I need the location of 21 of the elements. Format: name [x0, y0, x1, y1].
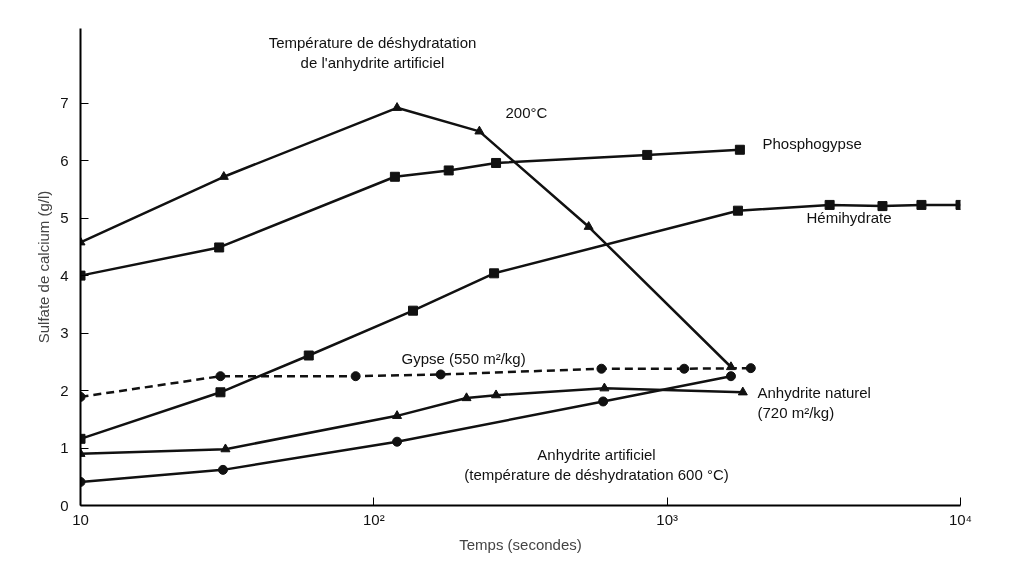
series-label: Anhydrite artificiel (température de déshydratation 600 °C) [464, 445, 729, 483]
y-tick-label: 6 [60, 151, 69, 169]
x-tick-label: 10² [362, 510, 385, 528]
series-label: Phosphogypse [762, 135, 862, 152]
y-tick-label: 3 [60, 324, 69, 342]
x-tick-label: 10⁴ [948, 510, 973, 528]
y-tick-label: 5 [60, 209, 69, 227]
y-axis-title: Sulfate de calcium (g/l) [35, 190, 53, 344]
x-tick-label: 10 [72, 510, 89, 528]
series-label: Hémihydrate [806, 209, 892, 226]
series-label: 200°C [505, 104, 548, 121]
series-label: Gypse (550 m²/kg) [401, 350, 526, 367]
y-tick-label: 7 [60, 94, 69, 112]
series-label: Anhydrite naturel (720 m²/kg) [757, 383, 871, 421]
x-axis-title: Temps (secondes) [459, 535, 582, 553]
y-tick-label: 4 [60, 266, 69, 284]
y-tick-label: 0 [60, 496, 69, 514]
annotation: Température de déshydratation de l'anhydrite artificiel [268, 33, 477, 71]
y-tick-label: 2 [60, 381, 69, 399]
x-tick-label: 10³ [656, 510, 679, 528]
y-tick-label: 1 [60, 439, 69, 457]
